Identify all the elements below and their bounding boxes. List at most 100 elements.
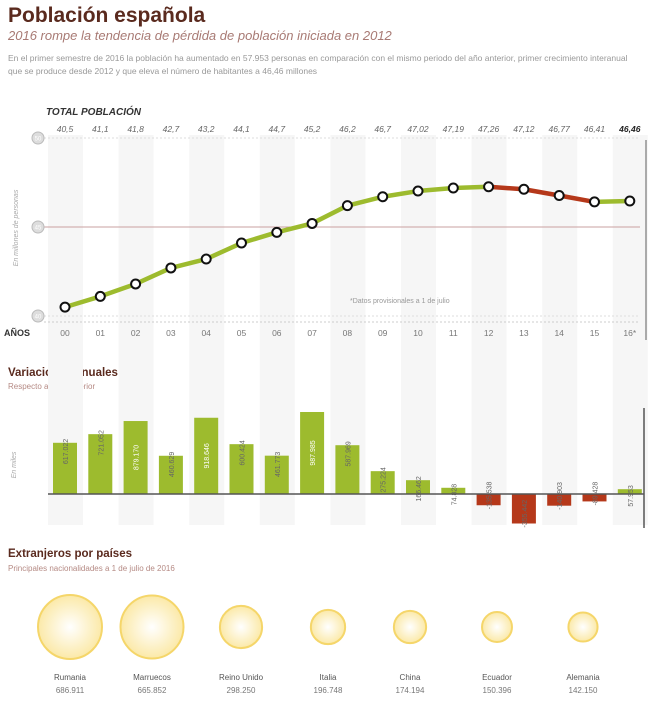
population-value-label: 42,7: [163, 124, 180, 134]
country-value: 665.852: [138, 686, 167, 695]
year-label: 05: [237, 328, 247, 338]
population-point: [412, 185, 424, 197]
y-tick-label: 45: [35, 226, 42, 232]
variation-value-label: 460.629: [169, 452, 176, 477]
variation-bar: [264, 455, 289, 494]
population-line-segment: [345, 194, 385, 208]
population-value-label: 41,8: [127, 124, 144, 134]
variation-value-label: 617.022: [63, 439, 70, 464]
variation-bar: [547, 494, 572, 506]
population-line-segment: [415, 185, 456, 194]
country-value: 150.396: [483, 686, 512, 695]
population-value-label: 47,19: [443, 124, 465, 134]
year-label: 07: [307, 328, 317, 338]
country-name: Reino Unido: [219, 673, 264, 682]
provisional-note: *Datos provisionales a 1 de julio: [350, 298, 450, 305]
population-line-segment: [62, 294, 103, 310]
population-point: [200, 253, 212, 265]
variation-bar: [300, 411, 325, 494]
variation-bar: [406, 480, 430, 494]
variation-value-label: 918.646: [204, 443, 211, 468]
line-chart-title: TOTAL POBLACIÓN: [46, 105, 142, 118]
population-value-label: 47,26: [478, 124, 500, 134]
year-label: 08: [343, 328, 353, 338]
population-value-label: 46,77: [549, 124, 571, 134]
page-subtitle: 2016 rompe la tendencia de pérdida de po…: [8, 28, 392, 43]
variation-bar: [370, 471, 395, 494]
population-value-label: 43,2: [198, 124, 215, 134]
population-line-segment: [486, 184, 527, 192]
country-bubble: [119, 594, 185, 660]
population-line-segment: [592, 198, 633, 205]
country-bubble: [37, 594, 103, 660]
intro-text: En el primer semestre de 2016 la poblaci…: [8, 53, 628, 76]
variation-bar: [617, 489, 642, 494]
variation-bar: [335, 445, 360, 494]
column-stripe: [401, 135, 436, 525]
country-name: Ecuador: [482, 673, 512, 682]
variation-bar: [229, 444, 254, 494]
country-name: Marruecos: [133, 673, 171, 682]
country-value: 196.748: [314, 686, 343, 695]
y-tick-marker: [31, 131, 45, 145]
population-point: [271, 226, 283, 238]
population-point: [483, 181, 495, 193]
country-bubble: [481, 611, 513, 643]
population-line-segment: [98, 281, 138, 299]
population-line-segment: [239, 230, 280, 246]
variation-value-label: 587.969: [345, 441, 352, 466]
foreigners-title: Extranjeros por países: [8, 548, 132, 560]
variation-bar: [53, 442, 77, 494]
year-label: 15: [590, 328, 600, 338]
variation-bar: [476, 494, 501, 506]
variation-bar: [194, 417, 219, 494]
year-label: 14: [554, 328, 564, 338]
variation-bar: [582, 494, 607, 502]
y-tick-label: 50: [35, 137, 42, 143]
variation-value-label: -140.903: [557, 482, 564, 510]
population-line-segment: [556, 193, 597, 205]
y-tick-label: 40: [35, 315, 42, 321]
column-stripe: [471, 135, 507, 525]
population-value-label: 44,1: [233, 124, 250, 134]
population-value-label: 44,7: [269, 124, 286, 134]
bar-y-axis-label: En miles: [11, 451, 18, 478]
country-value: 174.194: [396, 686, 425, 695]
year-label: 10: [413, 328, 423, 338]
year-label: 06: [272, 328, 282, 338]
country-value: 298.250: [227, 686, 256, 695]
population-value-label: 46,41: [584, 124, 606, 134]
country-name: Alemania: [566, 673, 600, 682]
y-axis-label: En millones de personas: [13, 189, 20, 266]
y-tick-marker: [31, 309, 45, 323]
variation-bar: [158, 455, 183, 494]
population-line-segment: [380, 188, 421, 199]
population-point: [165, 262, 177, 274]
population-point: [130, 278, 142, 290]
population-line-segment: [309, 203, 350, 226]
population-line-segment: [203, 240, 244, 262]
variation-value-label: 600.424: [240, 440, 247, 465]
variation-value-label: 987.985: [310, 440, 317, 465]
country-name: China: [400, 673, 421, 682]
year-label: 04: [201, 328, 211, 338]
population-point: [624, 195, 636, 207]
variation-bar: [88, 434, 113, 494]
population-value-label: 47,12: [513, 124, 535, 134]
variation-bar: [123, 421, 148, 494]
population-point: [589, 196, 600, 208]
population-value-label: 45,2: [304, 124, 321, 134]
country-bubble: [218, 604, 264, 650]
population-value-label: 47,02: [407, 124, 429, 134]
page-title: Población española: [8, 4, 206, 27]
year-label: 09: [378, 328, 388, 338]
country-name: Rumania: [54, 673, 87, 682]
variation-value-label: 275.224: [381, 467, 388, 492]
population-point: [377, 191, 389, 203]
population-point: [447, 182, 459, 194]
country-bubble: [392, 609, 428, 645]
population-line-segment: [133, 265, 174, 287]
year-label: 16*: [623, 328, 636, 338]
population-line-segment: [168, 256, 209, 271]
